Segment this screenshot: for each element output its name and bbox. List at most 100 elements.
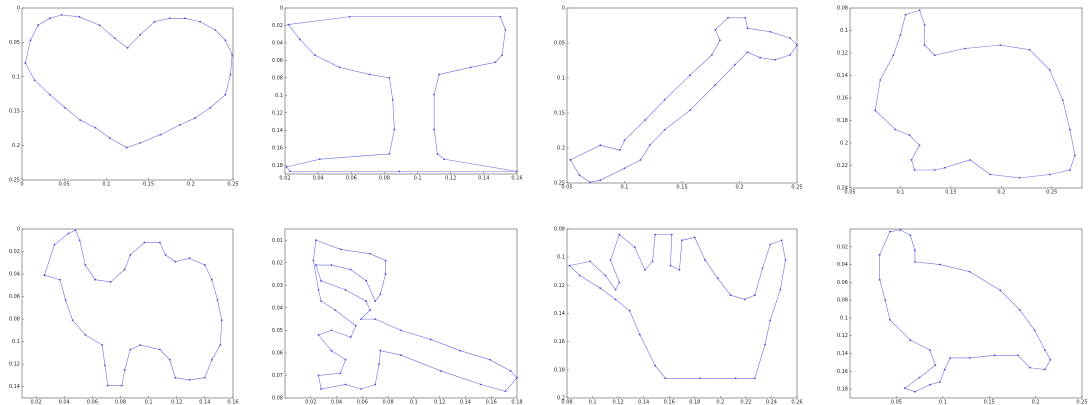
subplot: 0.020.040.060.080.10.120.140.1600.020.04… xyxy=(9,227,239,405)
point-marker xyxy=(104,364,106,366)
y-tick-label: 0.1 xyxy=(557,76,565,82)
y-tick-label: 0.04 xyxy=(837,262,848,268)
x-tick-label: 0.2 xyxy=(716,400,724,405)
point-marker xyxy=(194,117,196,119)
point-marker xyxy=(286,166,288,168)
y-tick-label: 0.14 xyxy=(272,128,283,134)
point-marker xyxy=(919,144,921,146)
y-tick-label: 0.05 xyxy=(9,40,20,46)
x-tick-label: 0.02 xyxy=(30,400,41,405)
point-marker xyxy=(914,249,916,251)
point-marker xyxy=(904,387,906,389)
y-tick-label: 0.18 xyxy=(837,387,848,393)
point-marker xyxy=(160,134,162,136)
point-marker xyxy=(570,159,572,161)
point-marker xyxy=(934,169,936,171)
x-tick-label: 0.1 xyxy=(145,400,153,405)
point-marker xyxy=(754,294,756,296)
point-marker xyxy=(654,234,656,236)
x-tick-label: 0.02 xyxy=(305,400,316,405)
y-tick-label: 0.25 xyxy=(9,178,20,184)
point-marker xyxy=(199,21,201,23)
x-tick-label: 0.08 xyxy=(379,176,390,182)
plot-frame xyxy=(850,229,1082,398)
x-tick-label: 0.1 xyxy=(621,185,629,191)
y-tick-label: 0.06 xyxy=(9,294,20,300)
point-marker xyxy=(349,16,351,18)
x-tick-label: 0.18 xyxy=(689,400,700,405)
point-marker xyxy=(929,384,931,386)
point-marker xyxy=(110,281,112,283)
point-marker xyxy=(393,129,395,131)
point-marker xyxy=(221,319,223,321)
y-tick-label: 0.12 xyxy=(554,283,565,289)
x-tick-label: 0.14 xyxy=(199,400,210,405)
point-marker xyxy=(640,159,642,161)
x-tick-label: 0.15 xyxy=(143,182,154,188)
point-marker xyxy=(64,107,66,109)
point-marker xyxy=(714,29,716,31)
point-marker xyxy=(94,279,96,281)
point-marker xyxy=(924,44,926,46)
point-marker xyxy=(225,39,227,41)
y-tick-label: 0.2 xyxy=(12,143,20,149)
point-marker xyxy=(339,67,341,69)
x-tick-label: 0.02 xyxy=(279,176,290,182)
point-marker xyxy=(440,370,442,372)
x-tick-label: 0.18 xyxy=(511,400,522,405)
point-marker xyxy=(704,259,706,261)
x-tick-label: 0.1 xyxy=(589,400,597,405)
x-tick-label: 0.12 xyxy=(613,400,624,405)
point-marker xyxy=(392,99,394,101)
point-marker xyxy=(664,129,666,131)
point-marker xyxy=(999,44,1001,46)
point-marker xyxy=(714,84,716,86)
point-marker xyxy=(174,261,176,263)
x-tick-label: 0.26 xyxy=(791,400,802,405)
point-marker xyxy=(320,388,322,390)
point-marker xyxy=(944,369,946,371)
point-marker xyxy=(779,289,781,291)
point-marker xyxy=(334,309,336,311)
point-marker xyxy=(459,350,461,352)
point-marker xyxy=(430,339,432,341)
point-marker xyxy=(75,229,77,231)
point-marker xyxy=(320,280,322,282)
point-marker xyxy=(604,275,606,277)
y-tick-label: 0.14 xyxy=(554,311,565,317)
figure: 00.050.10.150.20.2500.050.10.150.20.250.… xyxy=(0,0,1090,405)
point-marker xyxy=(217,299,219,301)
point-marker xyxy=(796,44,798,46)
point-marker xyxy=(79,239,81,241)
point-marker xyxy=(879,79,881,81)
point-marker xyxy=(919,9,921,11)
y-tick-label: 0.05 xyxy=(554,41,565,47)
point-marker xyxy=(374,300,376,302)
point-marker xyxy=(919,377,921,379)
x-tick-label: 0.1 xyxy=(939,400,947,405)
point-marker xyxy=(331,264,333,266)
point-marker xyxy=(730,294,732,296)
point-marker xyxy=(939,264,941,266)
point-marker xyxy=(95,127,97,129)
point-marker xyxy=(209,107,211,109)
point-marker xyxy=(318,334,320,336)
point-marker xyxy=(65,299,67,301)
point-marker xyxy=(126,147,128,149)
point-marker xyxy=(1044,349,1046,351)
point-marker xyxy=(670,265,672,267)
plot-frame xyxy=(22,229,233,398)
y-tick-label: 0.16 xyxy=(272,145,283,151)
point-marker xyxy=(318,375,320,377)
point-marker xyxy=(764,344,766,346)
point-marker xyxy=(211,279,213,281)
y-tick-label: 0.14 xyxy=(837,351,848,357)
point-marker xyxy=(879,279,881,281)
point-marker xyxy=(124,369,126,371)
point-marker xyxy=(879,254,881,256)
point-marker xyxy=(345,359,347,361)
y-tick-label: 0.1 xyxy=(12,339,20,345)
y-tick-label: 0.25 xyxy=(554,181,565,187)
point-marker xyxy=(360,388,362,390)
